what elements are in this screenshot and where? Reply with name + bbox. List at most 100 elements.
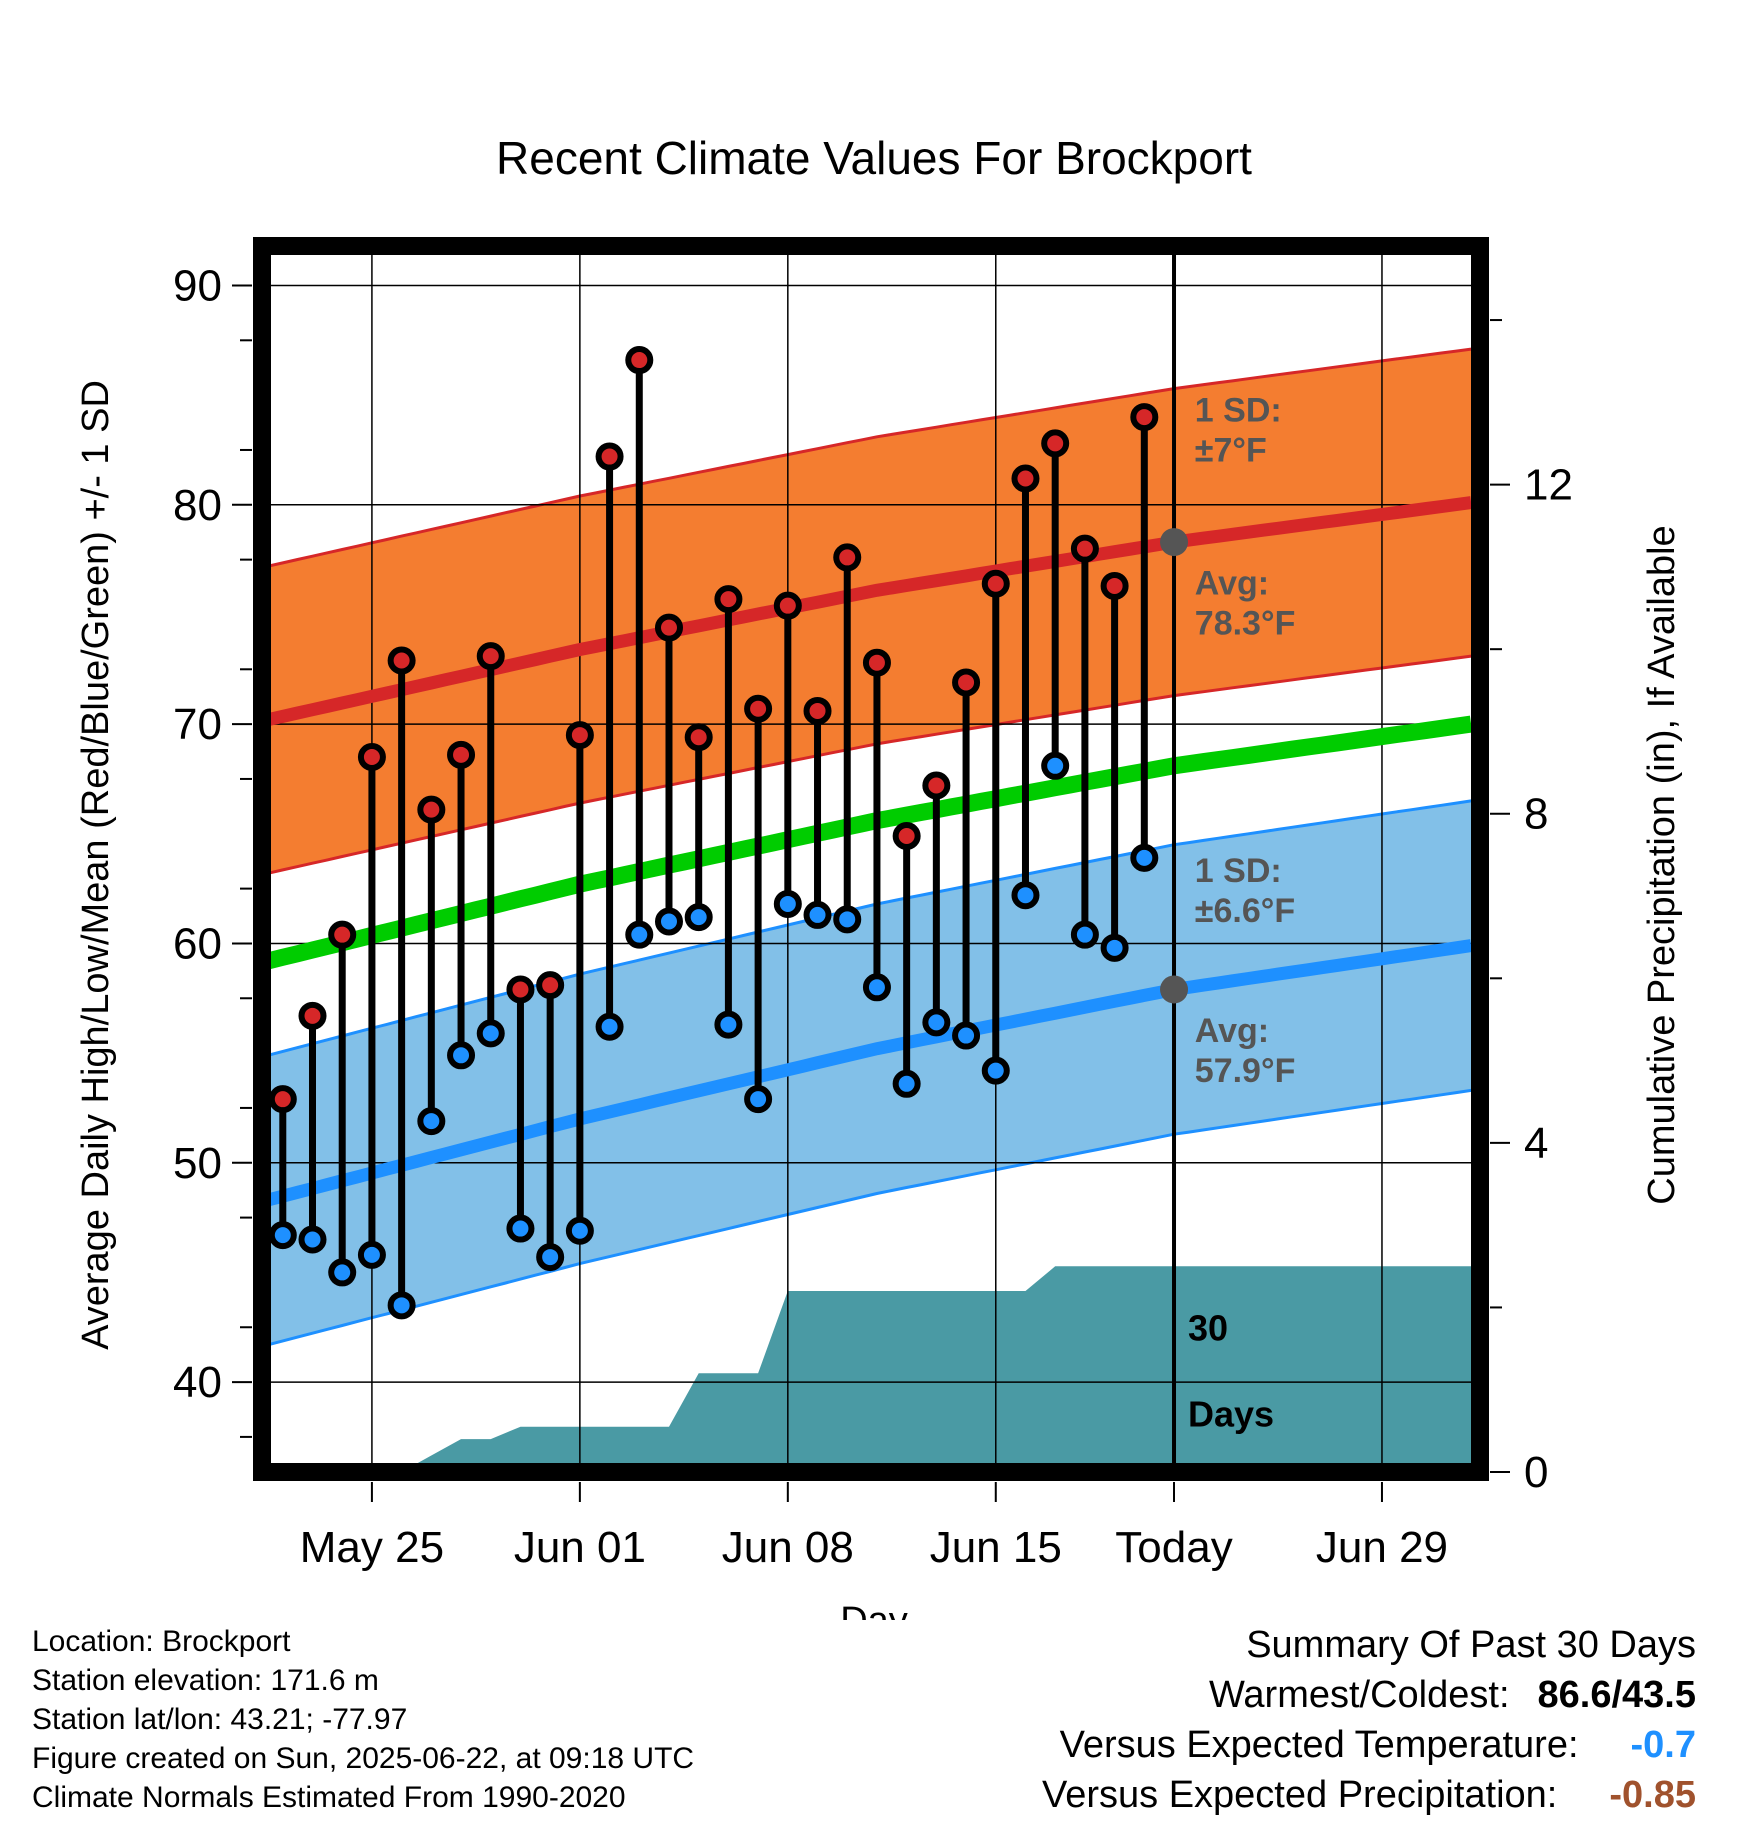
summary-warm-cold: Warmest/Coldest: 86.6/43.5	[1042, 1670, 1696, 1720]
daily-low-point	[625, 920, 654, 949]
normal-low-mean-line	[266, 939, 1473, 1207]
normal-high-sd-label-line2: ±7°F	[1195, 431, 1267, 469]
normal-high-mean-line	[266, 496, 1472, 727]
normal-low-lower-sd-line	[267, 1088, 1472, 1347]
daily-low-point	[476, 1019, 505, 1048]
temp-value: -0.7	[1630, 1724, 1696, 1766]
days-label-number: 30	[1188, 1307, 1228, 1348]
y-tick-label: 60	[173, 919, 222, 968]
daily-low-point	[1041, 751, 1070, 780]
daily-low-point	[952, 1021, 981, 1050]
precip-area-fill	[267, 1266, 1472, 1472]
normal-low-band	[267, 800, 1472, 1345]
location-text: Location: Brockport	[32, 1625, 291, 1658]
daily-high-point	[833, 543, 862, 572]
elevation-text: Station elevation: 171.6 m	[32, 1664, 379, 1697]
daily-low-point	[654, 907, 683, 936]
daily-high-point	[714, 585, 743, 614]
x-axis-label: Day	[840, 1600, 908, 1620]
daily-low-point	[328, 1258, 357, 1287]
today-marker: 30 Days	[1160, 246, 1274, 1472]
station-info: Location: Brockport Station elevation: 1…	[32, 1622, 694, 1817]
daily-high-point	[684, 723, 713, 752]
normal-high-avg-label-line2: 78.3°F	[1195, 605, 1296, 643]
precip-label: Versus Expected Precipitation:	[1041, 1774, 1558, 1816]
plot-frame	[253, 237, 1489, 1481]
normal-high-sd-label-line1: 1 SD:	[1195, 391, 1282, 429]
daily-low-point	[744, 1085, 773, 1114]
created-text: Figure created on Sun, 2025-06-22, at 09…	[32, 1742, 695, 1775]
daily-low-point	[1130, 843, 1159, 872]
daily-low-point	[417, 1107, 446, 1136]
daily-high-point	[773, 591, 802, 620]
daily-high-point	[595, 442, 624, 471]
daily-low-point	[714, 1010, 743, 1039]
daily-high-point	[268, 1085, 297, 1114]
daily-low-point	[565, 1216, 594, 1245]
daily-high-point	[892, 821, 921, 850]
normal-low-sd-label-line2: ±6.6°F	[1195, 892, 1295, 930]
normal-low-upper-sd-line	[267, 799, 1472, 1057]
daily-low-point	[595, 1012, 624, 1041]
daily-low-point	[536, 1243, 565, 1272]
normal-low-avg-label-line2: 57.9°F	[1195, 1052, 1296, 1090]
daily-high-point	[1041, 429, 1070, 458]
normal-high-avg-label-line1: Avg:	[1195, 565, 1269, 603]
daily-low-point	[447, 1041, 476, 1070]
daily-low-point	[1011, 881, 1040, 910]
daily-low-point	[773, 889, 802, 918]
axis-ticks: 40 50 60 70 80 90 0 4 8 12 May 25 Jun 01 Jun 08 Jun 1…	[173, 261, 1573, 1572]
precip-area	[267, 1266, 1472, 1472]
y-tick-label: 70	[173, 700, 222, 749]
days-label-word: Days	[1188, 1394, 1274, 1435]
daily-high-point	[981, 569, 1010, 598]
y2-tick-label: 12	[1524, 461, 1573, 510]
daily-low-point	[833, 905, 862, 934]
daily-low-point	[298, 1225, 327, 1254]
y-tick-label: 80	[173, 481, 222, 530]
daily-high-point	[417, 795, 446, 824]
daily-high-point	[1070, 534, 1099, 563]
daily-high-point	[1011, 464, 1040, 493]
normal-high-upper-sd-line	[267, 347, 1472, 568]
daily-low-point	[922, 1008, 951, 1037]
daily-observations	[268, 346, 1159, 1320]
y2-tick-label: 0	[1524, 1448, 1548, 1497]
daily-low-point	[684, 903, 713, 932]
y2-tick-label: 8	[1524, 790, 1548, 839]
y-tick-label: 50	[173, 1139, 222, 1188]
x-tick-label: Jun 29	[1316, 1523, 1448, 1572]
climate-chart: Recent Climate Values For Brockport Day …	[75, 132, 1683, 1620]
daily-high-point	[328, 920, 357, 949]
daily-high-point	[357, 743, 386, 772]
x-tick-label: May 25	[300, 1523, 444, 1572]
daily-high-point	[298, 1001, 327, 1030]
x-tick-label: Today	[1115, 1523, 1232, 1572]
x-tick-label: Jun 15	[930, 1523, 1062, 1572]
daily-low-point	[268, 1221, 297, 1250]
daily-low-point	[1100, 933, 1129, 962]
y2-tick-label: 4	[1524, 1119, 1548, 1168]
chart-title: Recent Climate Values For Brockport	[496, 132, 1252, 184]
x-tick-label: Jun 01	[514, 1523, 646, 1572]
y2-axis-label: Cumulative Precipitation (in), If Availa…	[1641, 525, 1683, 1204]
daily-high-point	[476, 642, 505, 671]
daily-high-point	[803, 696, 832, 725]
summary-panel: Summary Of Past 30 Days Warmest/Coldest:…	[1042, 1620, 1696, 1820]
daily-low-point	[387, 1291, 416, 1320]
normals-text: Climate Normals Estimated From 1990-2020	[32, 1781, 626, 1814]
warm-cold-value: 86.6/43.5	[1537, 1674, 1696, 1716]
daily-low-point	[506, 1214, 535, 1243]
summary-temp: Versus Expected Temperature: -0.7	[1042, 1720, 1696, 1770]
y-tick-label: 90	[173, 261, 222, 310]
daily-low-point	[892, 1069, 921, 1098]
daily-low-point	[803, 900, 832, 929]
daily-high-point	[654, 613, 683, 642]
y-axis-label: Average Daily High/Low/Mean (Red/Blue/Gr…	[75, 380, 117, 1350]
daily-high-point	[1100, 571, 1129, 600]
daily-high-point	[506, 975, 535, 1004]
precip-value: -0.85	[1609, 1774, 1696, 1816]
daily-high-point	[625, 346, 654, 375]
normal-low-today-dot	[1160, 975, 1189, 1004]
